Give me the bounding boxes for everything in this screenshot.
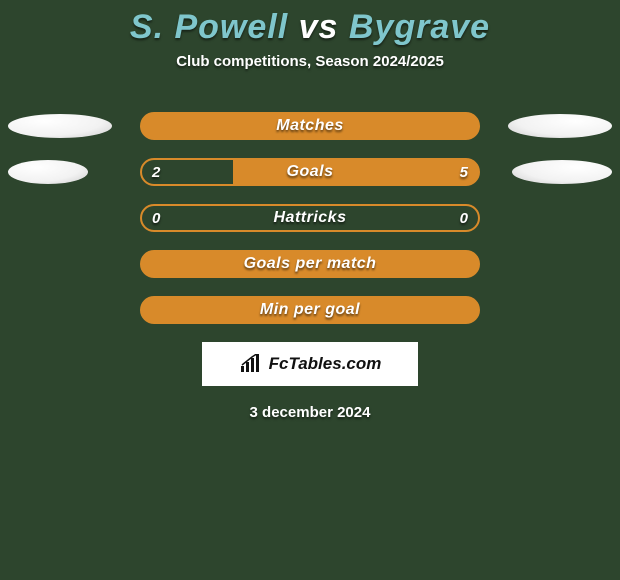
subtitle: Club competitions, Season 2024/2025 bbox=[0, 53, 620, 70]
comparison-bars: Matches 25Goals 00Hattricks Goals per match… bbox=[0, 112, 620, 324]
stat-bar: Matches bbox=[140, 112, 480, 140]
ellipse-left bbox=[8, 160, 88, 184]
title-player1: S. Powell bbox=[130, 8, 288, 46]
chart-icon bbox=[239, 354, 263, 374]
comparison-row: 25Goals bbox=[0, 158, 620, 186]
title-player2: Bygrave bbox=[349, 8, 490, 46]
ellipse-right bbox=[512, 160, 612, 184]
branding-box: FcTables.com bbox=[202, 342, 418, 386]
stat-bar: 00Hattricks bbox=[140, 204, 480, 232]
stat-bar: Min per goal bbox=[140, 296, 480, 324]
bar-label: Goals bbox=[142, 160, 478, 184]
date-text: 3 december 2024 bbox=[0, 404, 620, 421]
bar-label: Goals per match bbox=[142, 252, 478, 276]
comparison-row: Min per goal bbox=[0, 296, 620, 324]
bar-label: Min per goal bbox=[142, 298, 478, 322]
title-vs: vs bbox=[299, 8, 339, 46]
comparison-row: Matches bbox=[0, 112, 620, 140]
ellipse-right bbox=[508, 114, 612, 138]
page-title: S. Powell vs Bygrave bbox=[0, 0, 620, 47]
stat-bar: 25Goals bbox=[140, 158, 480, 186]
comparison-row: 00Hattricks bbox=[0, 204, 620, 232]
bar-label: Matches bbox=[142, 114, 478, 138]
stat-bar: Goals per match bbox=[140, 250, 480, 278]
comparison-row: Goals per match bbox=[0, 250, 620, 278]
branding-text: FcTables.com bbox=[269, 354, 382, 374]
bar-label: Hattricks bbox=[142, 206, 478, 230]
ellipse-left bbox=[8, 114, 112, 138]
